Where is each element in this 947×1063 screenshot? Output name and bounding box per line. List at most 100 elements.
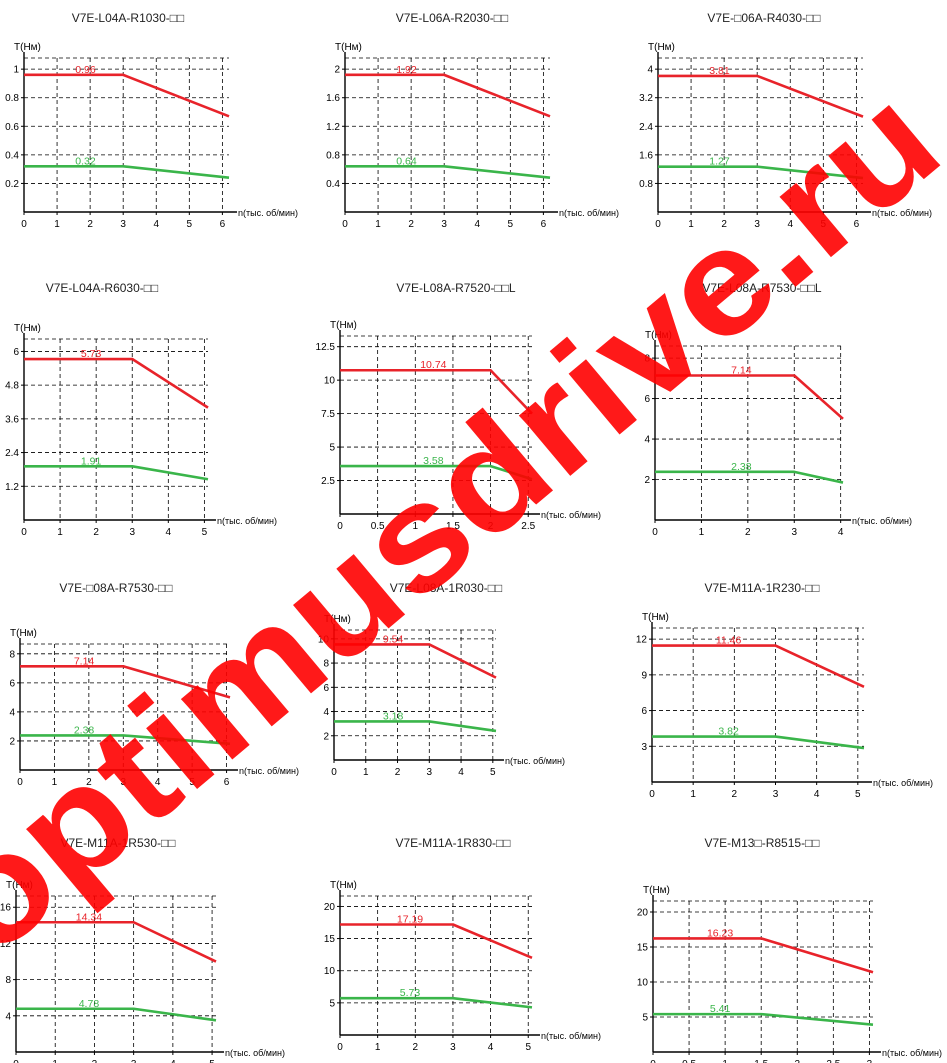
- rated-torque-line: [658, 165, 864, 180]
- y-tick-label: 10: [637, 978, 649, 989]
- x-tick-label: 4: [474, 219, 480, 230]
- x-tick-label: 4: [458, 767, 464, 778]
- x-tick-label: 3: [867, 1059, 873, 1063]
- y-tick-label: 20: [324, 902, 336, 913]
- x-tick-label: 0.5: [371, 521, 385, 532]
- x-tick-label: 0: [21, 527, 27, 538]
- peak-torque-line: [334, 643, 497, 679]
- x-tick-label: 6: [224, 777, 230, 788]
- y-tick-label: 15: [324, 934, 336, 945]
- torque-chart-8: V7E-L08A-1R030-□□ T(Нм) n(тыс. об/мин) 0 1 2 3…: [318, 581, 565, 778]
- y-tick-label: 9: [641, 670, 647, 681]
- x-tick-label: 4: [488, 1042, 494, 1053]
- torque-chart-1: V7E-L04A-R1030-□□ T(Нм) n(тыс. об/мин) 0 1 2 3…: [5, 11, 298, 230]
- x-tick-label: 1: [722, 1059, 728, 1063]
- x-tick-label: 3: [120, 777, 126, 788]
- x-tick-label: 1: [52, 1059, 58, 1063]
- y-tick-label: 0.6: [5, 122, 19, 133]
- x-tick-label: 3: [120, 219, 126, 230]
- x-tick-label: 1: [375, 1042, 381, 1053]
- y-tick-label: 10: [324, 376, 336, 387]
- rated-torque-line: [345, 164, 551, 180]
- x-tick-label: 2: [92, 1059, 98, 1063]
- rated-torque-label: 1.27: [709, 156, 730, 168]
- x-tick-label: 5: [821, 219, 827, 230]
- x-tick-label: 1: [690, 789, 696, 800]
- rated-torque-label: 2.38: [731, 461, 752, 473]
- peak-torque-label: 9.54: [383, 633, 404, 645]
- x-tick-label: 1: [375, 219, 381, 230]
- x-tick-label: 3: [773, 789, 779, 800]
- x-tick-label: 6: [220, 219, 226, 230]
- y-axis-label: T(Нм): [6, 880, 33, 891]
- x-tick-label: 4: [170, 1059, 176, 1063]
- y-tick-label: 12: [636, 635, 648, 646]
- y-tick-label: 1.2: [326, 122, 340, 133]
- rated-torque-label: 2.38: [74, 724, 95, 736]
- x-tick-label: 2: [87, 219, 93, 230]
- y-tick-label: 5: [642, 1013, 648, 1024]
- x-axis-label: n(тыс. об/мин): [225, 1048, 285, 1058]
- torque-chart-9: V7E-M11A-1R230-□□T(Нм)n(тыс. об/мин)0 1 2 3…: [636, 581, 933, 800]
- y-tick-label: 8: [644, 354, 650, 365]
- x-tick-label: 3: [754, 219, 760, 230]
- torque-chart-6: V7E-L08A-R7530-□□L T(Нм) n(тыс. об/мин) 0 1 2…: [644, 281, 912, 538]
- rated-torque-label: 5.73: [400, 987, 421, 999]
- y-tick-label: 6: [9, 678, 15, 689]
- y-tick-label: 2: [323, 731, 329, 742]
- x-tick-label: 1: [57, 527, 63, 538]
- x-axis-label: n(тыс. об/мин): [872, 208, 932, 218]
- x-tick-label: 6: [854, 219, 860, 230]
- x-tick-label: 0: [337, 1042, 343, 1053]
- x-tick-label: 4: [787, 219, 793, 230]
- rated-torque-line: [652, 735, 865, 750]
- y-axis-label: T(Нм): [10, 628, 37, 639]
- x-axis-label: n(тыс. об/мин): [882, 1048, 942, 1058]
- chart-title: V7E-M13□-R8515-□□: [704, 836, 819, 850]
- x-tick-label: 2: [488, 521, 494, 532]
- x-tick-label: 3: [450, 1042, 456, 1053]
- y-axis-label: T(Нм): [645, 330, 672, 341]
- x-tick-label: 5: [490, 767, 496, 778]
- rated-torque-label: 0.32: [75, 155, 96, 167]
- y-axis-label: T(Нм): [14, 323, 41, 334]
- peak-torque-line: [24, 357, 209, 409]
- peak-torque-line: [653, 937, 874, 974]
- x-tick-label: 5: [855, 789, 861, 800]
- chart-title: V7E-M11A-1R230-□□: [705, 581, 820, 595]
- peak-torque-label: 16.23: [707, 927, 733, 939]
- y-tick-label: 0.8: [326, 150, 340, 161]
- x-axis-label: n(тыс. об/мин): [239, 766, 299, 776]
- x-tick-label: 1: [699, 527, 705, 538]
- x-tick-label: 2.5: [521, 521, 535, 532]
- peak-torque-label: 14.34: [76, 911, 102, 923]
- x-tick-label: 0: [652, 527, 658, 538]
- chart-title: V7E-L08A-1R030-□□: [390, 581, 503, 595]
- y-tick-label: 3.2: [639, 93, 653, 104]
- y-axis-label: T(Нм): [330, 880, 357, 891]
- x-tick-label: 2: [408, 219, 414, 230]
- y-tick-label: 10: [324, 966, 336, 977]
- y-axis-label: T(Нм): [324, 614, 351, 625]
- chart-title: V7E-L06A-R2030-□□: [396, 11, 509, 25]
- peak-torque-label: 10.74: [420, 359, 446, 371]
- y-tick-label: 2.4: [5, 448, 19, 459]
- x-tick-label: 0: [331, 767, 337, 778]
- x-tick-label: 5: [202, 527, 208, 538]
- x-tick-label: 0: [342, 219, 348, 230]
- y-tick-label: 4: [323, 707, 329, 718]
- chart-title: V7E-□08A-R7530-□□: [59, 581, 172, 595]
- y-tick-label: 5: [329, 443, 335, 454]
- chart-title: V7E-L08A-R7520-□□L: [396, 281, 516, 295]
- torque-chart-7: V7E-□08A-R7530-□□ T(Нм) n(тыс. об/мин) 0 1 2 3…: [9, 581, 299, 788]
- x-axis-label: n(тыс. об/мин): [541, 510, 601, 520]
- peak-torque-line: [345, 73, 551, 118]
- y-axis-label: T(Нм): [642, 612, 669, 623]
- peak-torque-line: [658, 74, 864, 118]
- torque-chart-10: V7E-M11A-1R530-□□T(Нм)n(тыс. об/мин)0123…: [0, 836, 285, 1063]
- y-tick-label: 0.8: [639, 179, 653, 190]
- rated-torque-line: [24, 164, 230, 180]
- y-tick-label: 1.6: [326, 93, 340, 104]
- y-tick-label: 6: [644, 394, 650, 405]
